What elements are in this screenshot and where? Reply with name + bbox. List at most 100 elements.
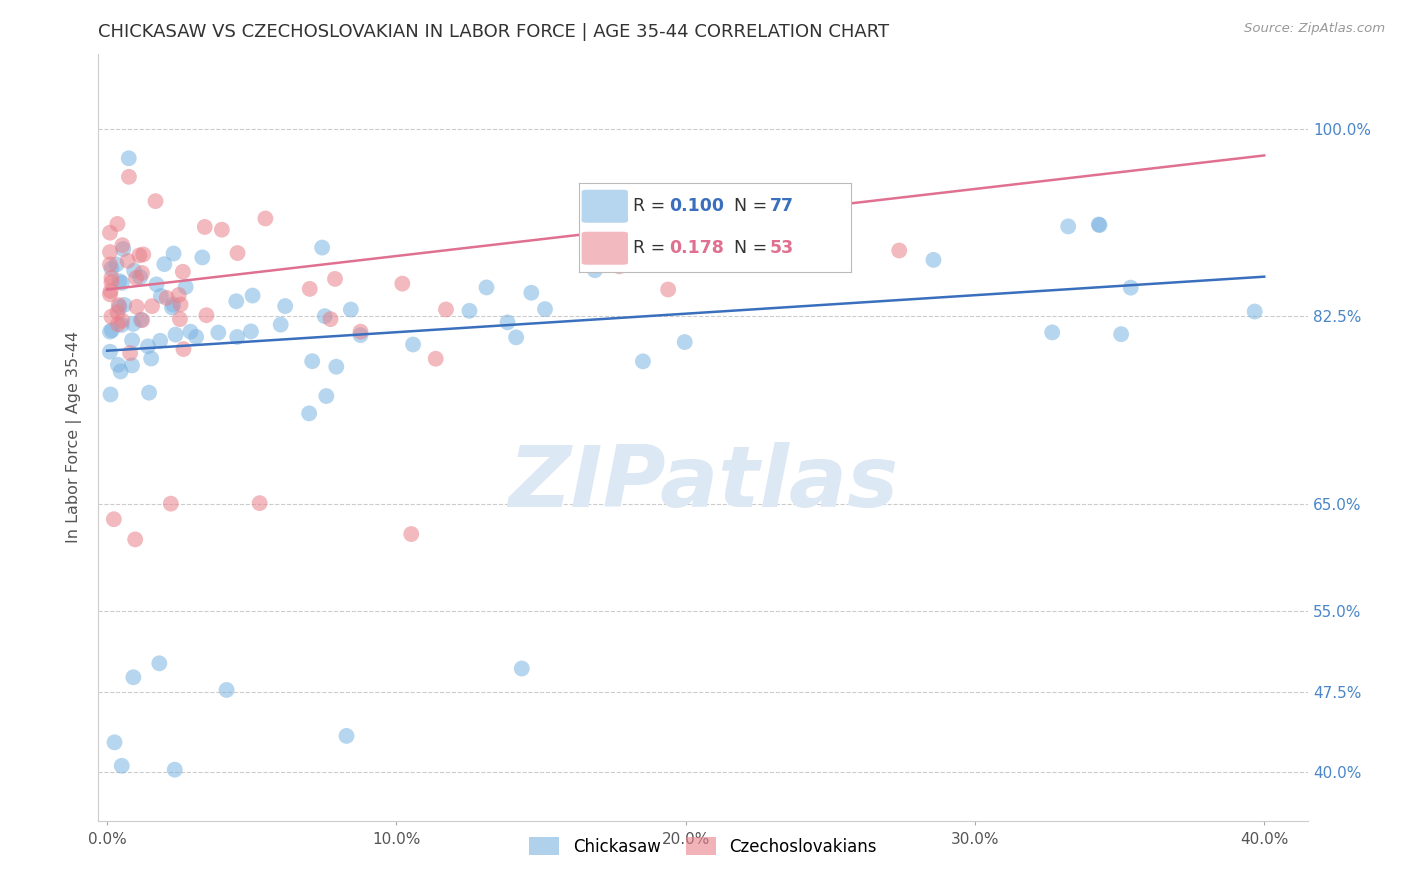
- Point: [505, 330, 527, 344]
- Point: [98, 226, 121, 240]
- FancyBboxPatch shape: [582, 232, 628, 265]
- Point: [242, 288, 264, 302]
- Point: [111, 238, 134, 252]
- Point: [100, 284, 122, 298]
- Point: [101, 323, 124, 337]
- Point: [149, 334, 172, 348]
- Point: [121, 359, 143, 373]
- Text: Source: ZipAtlas.com: Source: ZipAtlas.com: [1244, 22, 1385, 36]
- Point: [165, 327, 187, 342]
- Text: R =: R =: [633, 197, 671, 215]
- FancyBboxPatch shape: [582, 190, 628, 223]
- Point: [124, 533, 146, 547]
- Point: [349, 328, 371, 343]
- Point: [239, 325, 262, 339]
- Point: [145, 194, 167, 208]
- Text: N =: N =: [734, 239, 773, 257]
- Text: 77: 77: [769, 197, 793, 215]
- Point: [311, 241, 333, 255]
- Point: [458, 303, 481, 318]
- Point: [391, 277, 413, 291]
- Point: [98, 344, 121, 359]
- Point: [215, 682, 238, 697]
- Point: [821, 203, 844, 218]
- Point: [110, 318, 132, 332]
- Point: [112, 298, 135, 312]
- Point: [98, 245, 121, 260]
- Point: [122, 263, 145, 277]
- Point: [163, 763, 186, 777]
- Point: [100, 275, 122, 289]
- Point: [922, 252, 945, 267]
- Point: [249, 496, 271, 510]
- Point: [160, 497, 183, 511]
- Point: [270, 318, 292, 332]
- Point: [103, 735, 125, 749]
- Point: [1243, 304, 1265, 318]
- Point: [315, 389, 337, 403]
- Point: [98, 325, 121, 339]
- Point: [125, 271, 148, 285]
- Point: [129, 313, 152, 327]
- Point: [108, 300, 131, 314]
- Point: [191, 251, 214, 265]
- Point: [1087, 218, 1109, 232]
- Point: [128, 248, 150, 262]
- Point: [314, 309, 336, 323]
- Point: [520, 285, 543, 300]
- Point: [107, 217, 129, 231]
- Point: [583, 263, 606, 277]
- Point: [402, 337, 425, 351]
- Point: [169, 297, 191, 311]
- Point: [323, 272, 346, 286]
- Point: [325, 359, 347, 374]
- Point: [298, 282, 321, 296]
- Point: [112, 242, 135, 256]
- Point: [129, 270, 152, 285]
- Point: [98, 257, 121, 271]
- Point: [274, 299, 297, 313]
- Point: [108, 274, 131, 288]
- Point: [125, 300, 148, 314]
- Text: N =: N =: [734, 197, 773, 215]
- Point: [100, 387, 122, 401]
- Point: [173, 342, 195, 356]
- Point: [162, 246, 184, 260]
- Point: [673, 334, 696, 349]
- Text: R =: R =: [633, 239, 671, 257]
- Point: [434, 302, 457, 317]
- Point: [118, 151, 141, 165]
- Point: [510, 661, 533, 675]
- Y-axis label: In Labor Force | Age 35-44: In Labor Force | Age 35-44: [66, 331, 83, 543]
- Point: [1109, 327, 1132, 342]
- Point: [207, 326, 229, 340]
- Point: [100, 270, 122, 285]
- Point: [1119, 280, 1142, 294]
- Point: [110, 364, 132, 378]
- Point: [107, 318, 129, 332]
- Point: [156, 291, 179, 305]
- Point: [1040, 326, 1063, 340]
- Point: [179, 325, 201, 339]
- Text: CHICKASAW VS CZECHOSLOVAKIAN IN LABOR FORCE | AGE 35-44 CORRELATION CHART: CHICKASAW VS CZECHOSLOVAKIAN IN LABOR FO…: [98, 23, 890, 41]
- Point: [148, 657, 170, 671]
- Point: [225, 294, 247, 309]
- Point: [174, 280, 197, 294]
- Point: [117, 253, 139, 268]
- Point: [98, 287, 121, 301]
- Point: [107, 358, 129, 372]
- Point: [162, 297, 184, 311]
- Point: [169, 312, 191, 326]
- Point: [226, 246, 249, 260]
- Point: [399, 527, 422, 541]
- Point: [298, 406, 321, 420]
- Point: [631, 354, 654, 368]
- Point: [254, 211, 277, 226]
- Point: [103, 512, 125, 526]
- Point: [139, 351, 162, 366]
- Point: [340, 302, 363, 317]
- Point: [748, 237, 770, 252]
- Point: [167, 288, 190, 302]
- Point: [121, 333, 143, 347]
- Point: [122, 670, 145, 684]
